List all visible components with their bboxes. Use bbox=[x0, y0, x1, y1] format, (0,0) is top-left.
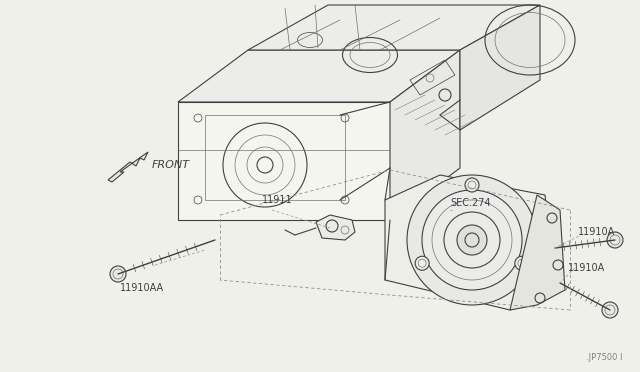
Circle shape bbox=[607, 232, 623, 248]
Circle shape bbox=[457, 225, 487, 255]
Text: SEC.274: SEC.274 bbox=[450, 198, 491, 208]
Polygon shape bbox=[108, 152, 148, 182]
Text: 11910AA: 11910AA bbox=[120, 283, 164, 293]
Circle shape bbox=[415, 256, 429, 270]
Circle shape bbox=[110, 266, 126, 282]
Polygon shape bbox=[385, 175, 555, 310]
Polygon shape bbox=[178, 50, 460, 102]
Polygon shape bbox=[510, 195, 565, 310]
Polygon shape bbox=[316, 215, 355, 240]
Circle shape bbox=[515, 256, 529, 270]
Text: 11910A: 11910A bbox=[578, 227, 615, 237]
Circle shape bbox=[465, 178, 479, 192]
Text: .JP7500 I: .JP7500 I bbox=[586, 353, 622, 362]
Polygon shape bbox=[178, 102, 390, 220]
Text: 11911: 11911 bbox=[262, 195, 292, 205]
Polygon shape bbox=[390, 50, 460, 220]
Circle shape bbox=[602, 302, 618, 318]
Text: FRONT: FRONT bbox=[152, 160, 190, 170]
Text: 11910A: 11910A bbox=[568, 263, 605, 273]
Polygon shape bbox=[248, 5, 540, 50]
Circle shape bbox=[422, 190, 522, 290]
Circle shape bbox=[407, 175, 537, 305]
Polygon shape bbox=[460, 5, 540, 130]
